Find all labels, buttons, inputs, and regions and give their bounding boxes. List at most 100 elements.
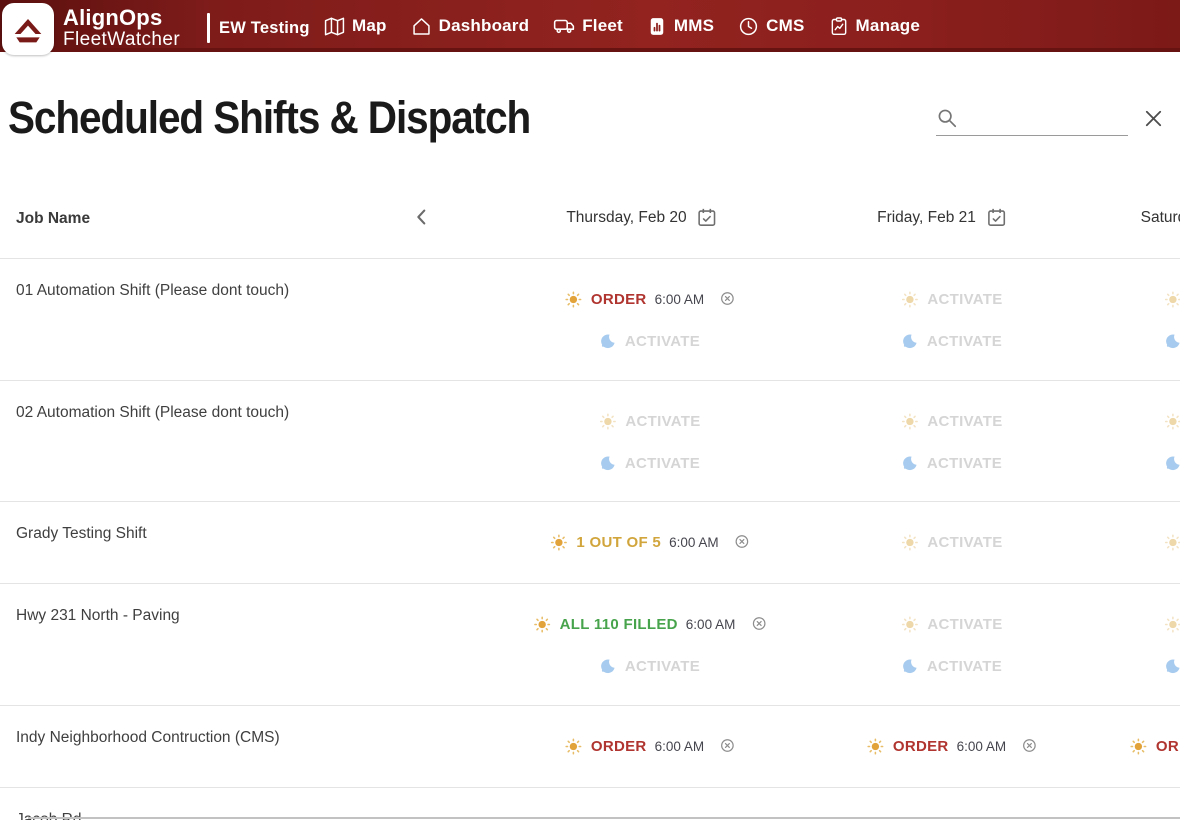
calendar-icon[interactable]: [986, 207, 1007, 229]
shift-slot-night[interactable]: ACTIVATE: [902, 657, 1002, 675]
moon-icon: [902, 658, 918, 674]
calendar-icon[interactable]: [697, 207, 718, 229]
shift-slot-night[interactable]: ACTIVATE: [600, 657, 700, 675]
shift-slot-day[interactable]: ORDER 6:00 AM: [867, 737, 1037, 755]
shift-slot-night[interactable]: ACTIVATE: [1165, 454, 1180, 472]
divider: [0, 258, 1180, 259]
shift-slot-night[interactable]: ACTIVATE: [1165, 657, 1180, 675]
shift-slot-day[interactable]: ACTIVATE: [1164, 290, 1180, 308]
nav-item-dashboard[interactable]: Dashboard: [411, 16, 530, 37]
moon-icon: [1165, 455, 1180, 471]
nav-item-label: MMS: [673, 16, 715, 35]
shift-status-label: 1 OUT OF 5: [576, 533, 662, 551]
shift-slot-day[interactable]: ACTIVATE: [901, 290, 1002, 308]
shift-slot-night[interactable]: ACTIVATE: [902, 332, 1002, 350]
shift-slot-day[interactable]: ACTIVATE: [901, 533, 1002, 551]
shift-status-label: ACTIVATE: [624, 332, 701, 350]
nav-item-manage[interactable]: Manage: [829, 16, 921, 37]
scroll-rule: [28, 817, 1180, 819]
shift-status-label: ACTIVATE: [926, 657, 1003, 675]
sun-icon: [901, 533, 918, 551]
shift-slot-day[interactable]: ACTIVATE: [599, 412, 700, 430]
shift-slot-day[interactable]: ACTIVATE: [901, 615, 1002, 633]
shift-status-label: ACTIVATE: [926, 454, 1003, 472]
shift-time: 6:00 AM: [956, 738, 1007, 754]
nav-item-map[interactable]: Map: [324, 16, 387, 37]
shift-slot-night[interactable]: ACTIVATE: [600, 332, 700, 350]
shift-status-label: ACTIVATE: [927, 412, 1003, 430]
day-column-header: Thursday, Feb 20: [566, 207, 717, 229]
sun-icon: [1164, 533, 1180, 551]
divider: [0, 583, 1180, 584]
search-box: [936, 102, 1128, 136]
shift-slot-night[interactable]: ACTIVATE: [600, 454, 700, 472]
shift-time: 6:00 AM: [654, 738, 705, 754]
cancel-shift-icon[interactable]: [751, 616, 766, 632]
shift-slot-day[interactable]: ORDER 6:00 AM: [565, 737, 735, 755]
shift-status-label: ACTIVATE: [624, 657, 701, 675]
shift-time: 6:00 AM: [685, 616, 736, 632]
shift-slot-day[interactable]: 1 OUT OF 5 6:00 AM: [550, 533, 749, 551]
page-title: Scheduled Shifts & Dispatch: [8, 92, 531, 143]
search-close-icon[interactable]: [1140, 107, 1166, 133]
shift-status-label: ORDER: [590, 737, 647, 755]
sun-icon: [901, 412, 918, 430]
nav-item-mms[interactable]: MMS: [647, 16, 714, 37]
job-name: Indy Neighborhood Contruction (CMS): [16, 729, 280, 746]
previous-dates-chevron-icon[interactable]: [408, 204, 436, 232]
cancel-shift-icon[interactable]: [1022, 738, 1037, 754]
shift-slot-day[interactable]: ALL 110 FILLED 6:00 AM: [534, 615, 767, 633]
schedule-row: 01 Automation Shift (Please dont touch) O…: [0, 258, 1180, 380]
cms-icon: [738, 16, 759, 37]
nav-item-label: Fleet: [582, 16, 623, 35]
shift-status-label: ACTIVATE: [927, 290, 1003, 308]
moon-icon: [1165, 333, 1180, 349]
alignops-logo-icon: [2, 3, 54, 55]
top-navigation-bar: AlignOps FleetWatcher EW Testing Map Dash…: [0, 0, 1180, 55]
day-column-label: Thursday, Feb 20: [566, 209, 687, 226]
shift-status-label: ACTIVATE: [624, 454, 701, 472]
schedule-row: Indy Neighborhood Contruction (CMS) ORDER…: [0, 705, 1180, 787]
job-name: Grady Testing Shift: [16, 525, 147, 542]
cancel-shift-icon[interactable]: [735, 534, 750, 550]
shift-slot-night[interactable]: ACTIVATE: [1165, 332, 1180, 350]
nav-item-label: Map: [352, 16, 387, 35]
nav-item-cms[interactable]: CMS: [738, 16, 804, 37]
dashboard-icon: [411, 16, 432, 37]
nav-item-fleet[interactable]: Fleet: [553, 15, 623, 37]
moon-icon: [600, 658, 616, 674]
nav-item-label: Manage: [855, 16, 921, 35]
shift-time: 6:00 AM: [654, 291, 705, 307]
shift-slot-night[interactable]: ACTIVATE: [902, 454, 1002, 472]
day-column-header: Friday, Feb 21: [877, 207, 1007, 229]
shift-slot-day[interactable]: ACTIVATE: [901, 412, 1002, 430]
shift-slot-day[interactable]: ACTIVATE: [1164, 615, 1180, 633]
cancel-shift-icon[interactable]: [720, 738, 735, 754]
map-icon: [324, 16, 345, 37]
shift-status-label: ORDER: [892, 737, 949, 755]
sun-icon: [599, 412, 616, 430]
shift-time: 6:00 AM: [669, 534, 719, 550]
sun-icon: [534, 615, 551, 633]
divider: [0, 705, 1180, 706]
shift-status-label: ORDER: [1155, 737, 1180, 755]
cancel-shift-icon[interactable]: [720, 291, 735, 307]
sun-icon: [550, 533, 567, 551]
divider: [0, 787, 1180, 788]
shift-slot-day[interactable]: ACTIVATE: [1164, 533, 1180, 551]
job-name: Jacob Rd: [16, 811, 82, 820]
schedule-row: Hwy 231 North - Paving ALL 110 FILLED 6:00…: [0, 583, 1180, 705]
sun-icon: [565, 737, 582, 755]
day-column-label: Saturday, Feb 22: [1140, 209, 1180, 226]
sun-icon: [1130, 737, 1147, 755]
moon-icon: [1165, 658, 1180, 674]
search-input[interactable]: [964, 104, 1124, 132]
job-name: 01 Automation Shift (Please dont touch): [16, 282, 290, 299]
moon-icon: [600, 455, 616, 471]
sun-icon: [867, 737, 884, 755]
shift-slot-day[interactable]: ACTIVATE: [1164, 412, 1180, 430]
brand-product: FleetWatcher: [63, 29, 181, 51]
brand-text: AlignOps FleetWatcher: [63, 6, 223, 51]
